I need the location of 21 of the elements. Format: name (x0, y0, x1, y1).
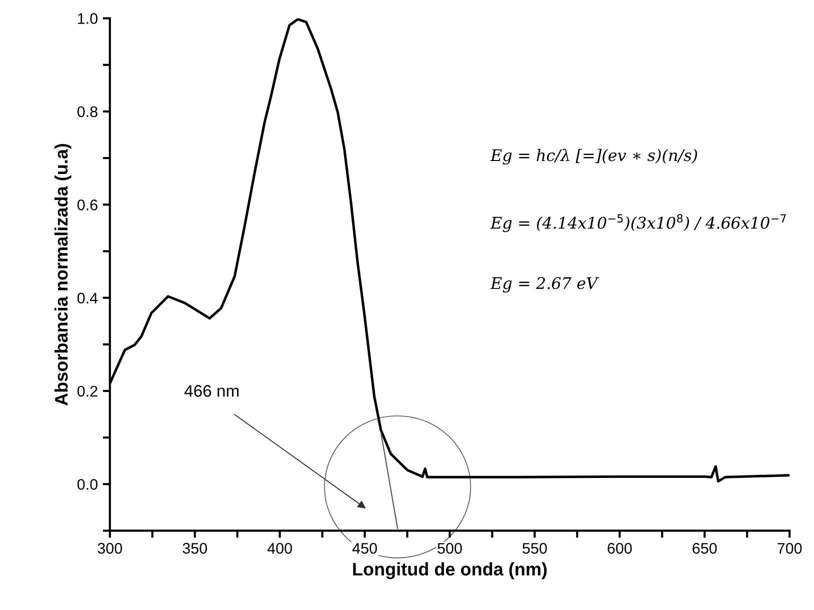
y-tick-label: 0.0 (77, 478, 98, 490)
annotation: 466 nm (184, 385, 239, 397)
y-tick-label: 0.2 (77, 386, 98, 397)
y-axis-title: Absorbancia normalizada (u.a) (54, 144, 72, 406)
x-axis-title: Longitud de onda (nm) (353, 562, 547, 580)
y-tick-label: 0.4 (77, 292, 98, 304)
x-tick-label: 350 (182, 542, 207, 554)
annotation: Eg = (4.14x10$^{−5}$)(3x10$^{8}$) / 4.66x10$^{−7}$ (490, 214, 786, 232)
x-tick-label: 650 (692, 542, 717, 554)
y-tick-label: 0.6 (77, 199, 98, 210)
x-tick-label: 550 (522, 542, 547, 554)
x-tick-label: 700 (778, 542, 802, 554)
x-tick-label: 400 (267, 542, 292, 554)
annotation: Eg = 2.67 eV (490, 277, 599, 292)
x-tick-label: 600 (608, 542, 632, 554)
x-tick-label: 500 (438, 542, 462, 554)
y-tick-label: 1.0 (78, 13, 98, 24)
y-tick-label: 0.8 (77, 106, 98, 118)
annotation: Eg = hc/λ [=](ev ∗ s)(n/s) (490, 148, 698, 165)
x-tick-label: 300 (98, 542, 122, 554)
x-tick-label: 450 (352, 542, 377, 554)
